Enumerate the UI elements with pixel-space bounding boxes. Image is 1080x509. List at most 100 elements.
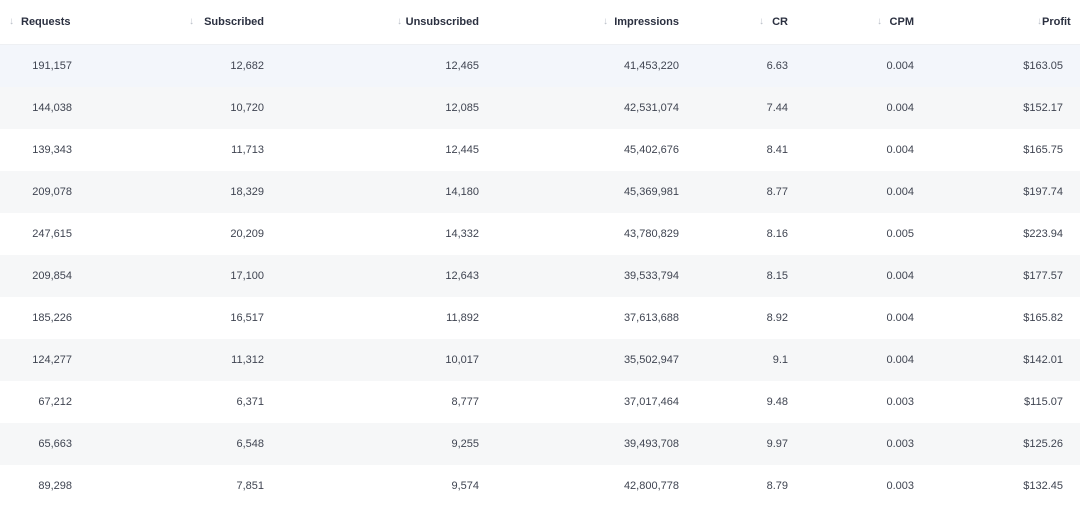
cell-cpm: 0.004: [886, 186, 914, 198]
cell-profit: $197.74: [1023, 186, 1063, 198]
column-header-cpm[interactable]: ↓ CPM: [806, 0, 932, 44]
cell-unsubscribed: 12,085: [445, 102, 479, 114]
cell-impressions: 37,017,464: [623, 396, 679, 408]
cell-unsubscribed: 8,777: [451, 396, 479, 408]
cell-cr: 8.92: [766, 312, 788, 324]
column-label-profit: Profit: [1042, 16, 1071, 28]
column-label-impressions: Impressions: [614, 16, 679, 28]
cell-subscribed: 6,548: [236, 438, 264, 450]
cell-cr: 7.44: [766, 102, 788, 114]
cell-subscribed: 10,720: [230, 102, 264, 114]
column-header-cr[interactable]: ↓ CR: [696, 0, 806, 44]
cell-profit: $165.75: [1023, 144, 1063, 156]
cell-cpm: 0.004: [886, 270, 914, 282]
cell-unsubscribed: 14,332: [445, 228, 479, 240]
table-row[interactable]: 191,157 12,682 12,465 41,453,220 6.63 0.004 $1…: [0, 45, 1080, 87]
cell-impressions: 43,780,829: [623, 228, 679, 240]
table-row[interactable]: 209,078 18,329 14,180 45,369,981 8.77 0.004 $1…: [0, 171, 1080, 213]
table-row[interactable]: 144,038 10,720 12,085 42,531,074 7.44 0.004 $1…: [0, 87, 1080, 129]
arrow-down-icon[interactable]: ↓: [603, 16, 608, 27]
cell-requests: 139,343: [32, 144, 72, 156]
column-label-unsubscribed: Unsubscribed: [405, 16, 479, 28]
cell-cpm: 0.004: [886, 144, 914, 156]
cell-subscribed: 18,329: [230, 186, 264, 198]
cell-cpm: 0.005: [886, 228, 914, 240]
table-row[interactable]: 247,615 20,209 14,332 43,780,829 8.16 0.005 $2…: [0, 213, 1080, 255]
cell-cr: 8.77: [766, 186, 788, 198]
cell-cpm: 0.003: [886, 396, 914, 408]
cell-subscribed: 20,209: [230, 228, 264, 240]
cell-unsubscribed: 14,180: [445, 186, 479, 198]
table-row[interactable]: 209,854 17,100 12,643 39,533,794 8.15 0.004 $1…: [0, 255, 1080, 297]
cell-subscribed: 7,851: [236, 480, 264, 492]
cell-requests: 247,615: [32, 228, 72, 240]
table-row[interactable]: 185,226 16,517 11,892 37,613,688 8.92 0.004 $1…: [0, 297, 1080, 339]
cell-cr: 9.1: [772, 354, 788, 366]
cell-subscribed: 11,312: [231, 354, 264, 366]
cell-unsubscribed: 12,445: [445, 144, 479, 156]
cell-unsubscribed: 11,892: [446, 312, 479, 324]
cell-profit: $223.94: [1023, 228, 1063, 240]
column-label-cpm: CPM: [889, 16, 914, 28]
table-row[interactable]: 65,663 6,548 9,255 39,493,708 9.97 0.003 $125.…: [0, 423, 1080, 465]
cell-subscribed: 11,713: [231, 144, 264, 156]
cell-impressions: 42,800,778: [623, 480, 679, 492]
arrow-down-icon[interactable]: ↓: [189, 16, 194, 27]
cell-profit: $142.01: [1023, 354, 1063, 366]
cell-requests: 124,277: [32, 354, 72, 366]
cell-unsubscribed: 12,465: [445, 60, 479, 72]
column-header-profit[interactable]: ↓ Profit: [932, 0, 1080, 44]
table-row[interactable]: 124,277 11,312 10,017 35,502,947 9.1 0.004 $14…: [0, 339, 1080, 381]
cell-cpm: 0.004: [886, 102, 914, 114]
arrow-down-icon[interactable]: ↓: [759, 16, 764, 27]
cell-profit: $165.82: [1023, 312, 1063, 324]
column-header-impressions[interactable]: ↓ Impressions: [496, 0, 696, 44]
cell-impressions: 42,531,074: [623, 102, 679, 114]
cell-profit: $177.57: [1023, 270, 1063, 282]
cell-requests: 209,854: [32, 270, 72, 282]
cell-requests: 209,078: [32, 186, 72, 198]
cell-cr: 8.16: [766, 228, 788, 240]
table-body: 191,157 12,682 12,465 41,453,220 6.63 0.004 $1…: [0, 45, 1080, 507]
cell-cr: 8.79: [766, 480, 788, 492]
cell-impressions: 45,369,981: [623, 186, 679, 198]
cell-impressions: 41,453,220: [623, 60, 679, 72]
column-header-requests[interactable]: ↓ Requests: [0, 0, 90, 44]
cell-cr: 8.41: [766, 144, 788, 156]
cell-cpm: 0.004: [886, 60, 914, 72]
table-row[interactable]: 67,212 6,371 8,777 37,017,464 9.48 0.003 $115.…: [0, 381, 1080, 423]
cell-unsubscribed: 12,643: [445, 270, 479, 282]
arrow-down-icon[interactable]: ↓: [9, 16, 14, 27]
cell-cr: 6.63: [766, 60, 788, 72]
cell-profit: $125.26: [1023, 438, 1063, 450]
table-row[interactable]: 89,298 7,851 9,574 42,800,778 8.79 0.003 $132.…: [0, 465, 1080, 507]
cell-requests: 144,038: [32, 102, 72, 114]
column-header-subscribed[interactable]: ↓ Subscribed: [90, 0, 281, 44]
cell-subscribed: 12,682: [230, 60, 264, 72]
cell-requests: 89,298: [38, 480, 72, 492]
column-label-subscribed: Subscribed: [204, 16, 264, 28]
cell-cpm: 0.004: [886, 354, 914, 366]
cell-profit: $163.05: [1023, 60, 1063, 72]
cell-impressions: 37,613,688: [623, 312, 679, 324]
cell-impressions: 35,502,947: [623, 354, 679, 366]
arrow-down-icon[interactable]: ↓: [1037, 16, 1042, 27]
column-header-unsubscribed[interactable]: ↓ Unsubscribed: [281, 0, 496, 44]
arrow-down-icon[interactable]: ↓: [397, 16, 402, 27]
cell-impressions: 39,533,794: [623, 270, 679, 282]
cell-cr: 9.48: [766, 396, 788, 408]
cell-requests: 67,212: [38, 396, 72, 408]
arrow-down-icon[interactable]: ↓: [877, 16, 882, 27]
cell-requests: 65,663: [38, 438, 72, 450]
cell-cr: 9.97: [766, 438, 788, 450]
cell-unsubscribed: 9,255: [451, 438, 479, 450]
cell-profit: $132.45: [1023, 480, 1063, 492]
cell-impressions: 45,402,676: [623, 144, 679, 156]
cell-subscribed: 17,100: [230, 270, 264, 282]
cell-impressions: 39,493,708: [623, 438, 679, 450]
cell-unsubscribed: 9,574: [451, 480, 479, 492]
table-row[interactable]: 139,343 11,713 12,445 45,402,676 8.41 0.004 $1…: [0, 129, 1080, 171]
column-label-requests: Requests: [21, 16, 71, 28]
cell-requests: 191,157: [32, 60, 72, 72]
